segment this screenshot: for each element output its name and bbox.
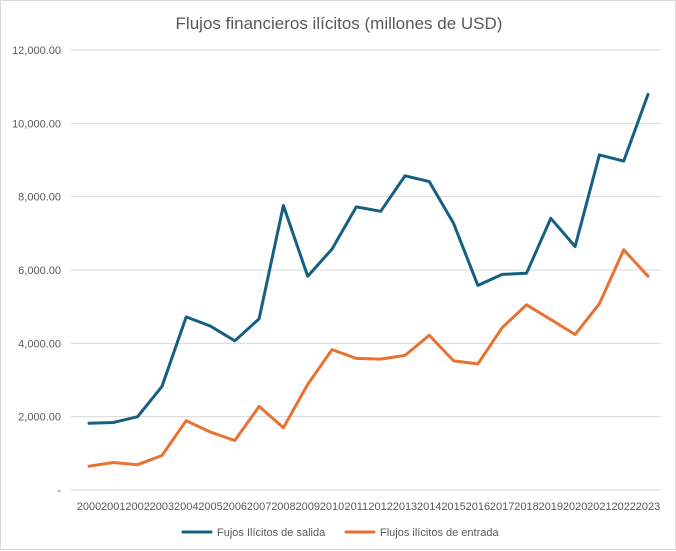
y-tick-label: 12,000.00 [12,45,61,57]
legend-label: Flujos ilícitos de entrada [380,527,499,539]
x-tick-label: 2008 [271,501,295,513]
x-tick-label: 2001 [101,501,125,513]
y-tick-label: 10,000.00 [12,118,61,130]
y-tick-label: 6,000.00 [18,265,61,277]
x-tick-label: 2007 [247,501,271,513]
x-tick-label: 2009 [295,501,319,513]
gridlines [71,49,661,491]
series-line-2 [87,248,650,468]
x-tick-label: 2021 [587,501,611,513]
x-tick-label: 2017 [490,501,514,513]
x-tick-label: 2022 [611,501,635,513]
series-line-1 [87,92,650,425]
x-tick-label: 2005 [198,501,222,513]
series-lines [87,92,650,468]
chart-title: Flujos financieros ilícitos (millones de… [176,14,503,33]
x-tick-label: 2003 [150,501,174,513]
x-tick-label: 2023 [636,501,660,513]
x-axis-tick-labels: 2000 2001 2002 2003 2004 2005 2006 2007 2008 2009… [77,501,660,513]
x-tick-label: 2006 [223,501,247,513]
y-tick-label: 4,000.00 [18,338,61,350]
y-axis-tick-labels: - 2,000.00 4,000.00 6,000.00 8,000.00 10,000.… [12,45,61,497]
x-tick-label: 2010 [320,501,344,513]
legend-label: Fujos Ilícitos de salida [217,527,326,539]
x-tick-label: 2013 [393,501,417,513]
y-tick-label: 8,000.00 [18,192,61,204]
x-tick-label: 2020 [563,501,587,513]
x-tick-label: 2018 [514,501,538,513]
legend: Fujos Ilícitos de salida Flujos ilícitos … [181,527,499,539]
y-tick-label: - [57,485,61,497]
x-tick-label: 2015 [441,501,465,513]
x-tick-label: 2002 [125,501,149,513]
x-tick-label: 2000 [77,501,101,513]
x-tick-label: 2016 [466,501,490,513]
x-tick-label: 2011 [345,501,369,513]
x-tick-label: 2019 [539,501,563,513]
x-tick-label: 2014 [417,501,441,513]
x-tick-label: 2004 [174,501,198,513]
y-tick-label: 2,000.00 [18,412,61,424]
x-tick-label: 2012 [368,501,392,513]
